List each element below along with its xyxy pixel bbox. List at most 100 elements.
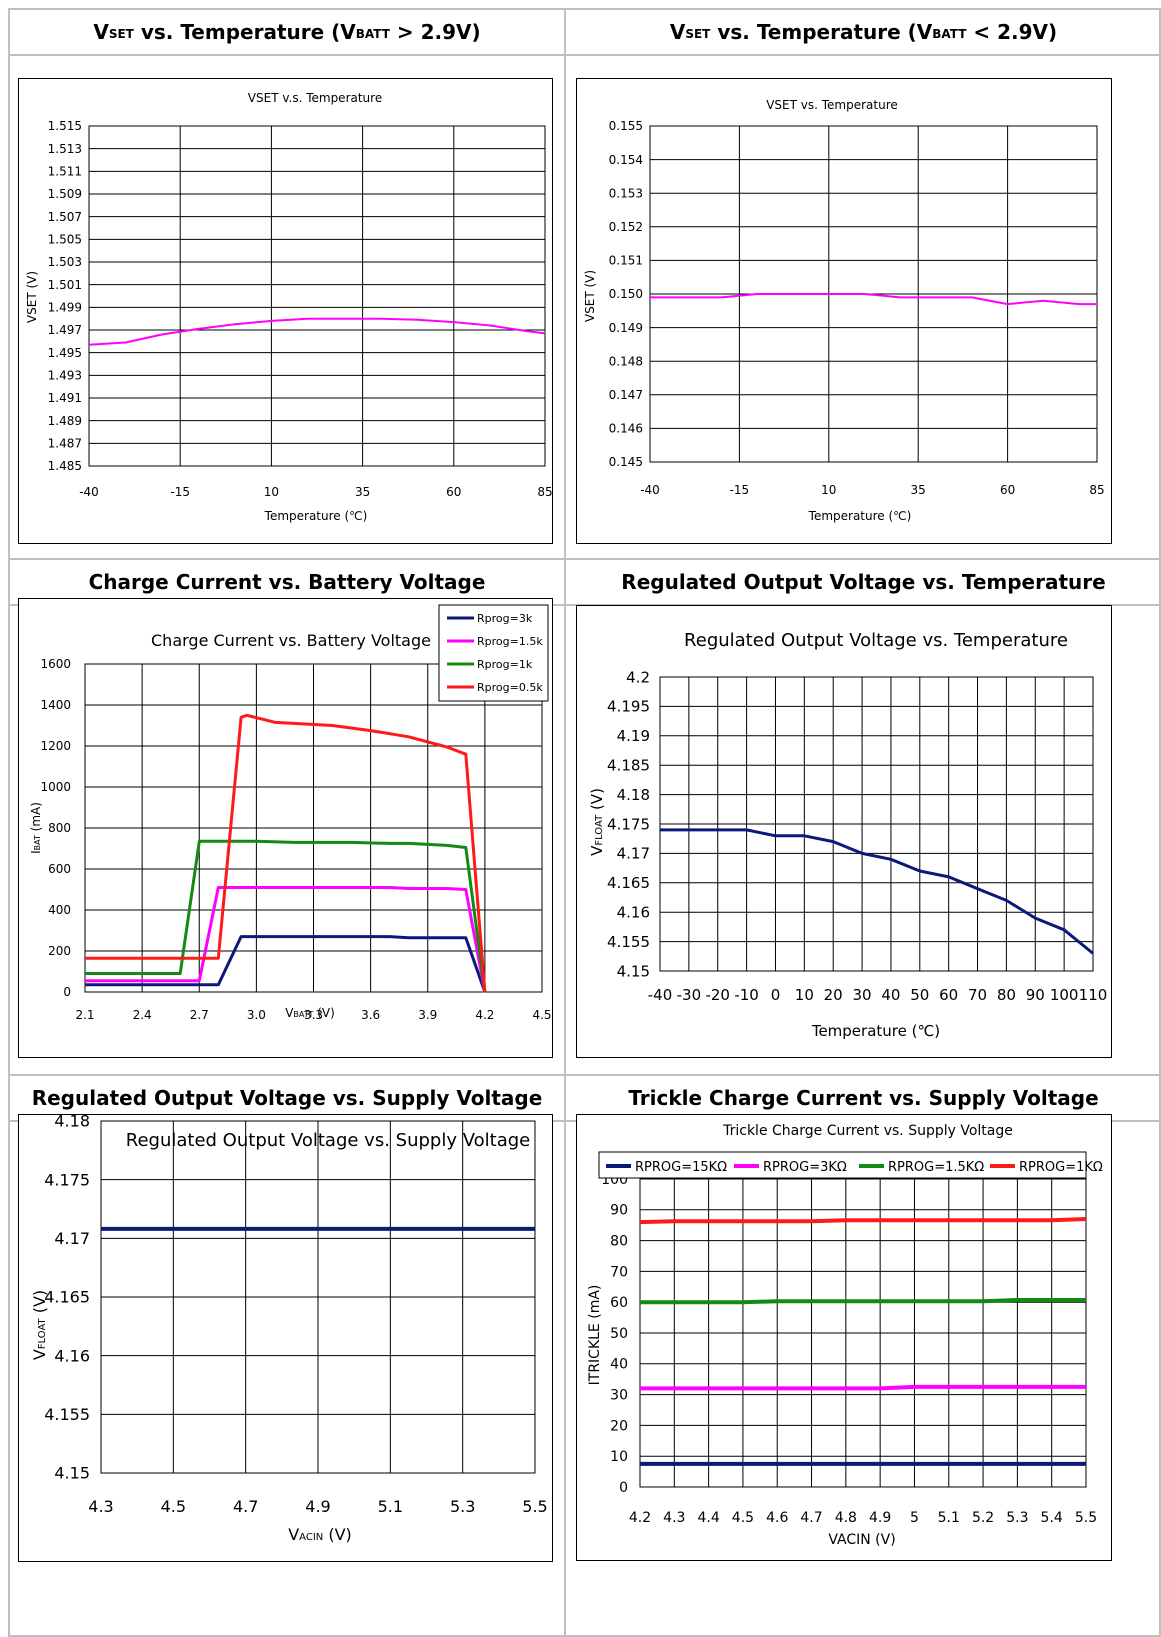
x-tick-label: 5.1 [378, 1497, 403, 1516]
y-tick-label: 80 [610, 1234, 628, 1250]
legend-label: Rprog=1.5k [477, 635, 543, 648]
chart-3: 2.1 2.4 2.7 3.0 3.3 3.6 3.9 4.2 4.5 0 200 400 600 800… [29, 631, 552, 1022]
x-tick-label: 35 [911, 483, 926, 497]
x-tick-label: 4.2 [629, 1510, 651, 1526]
y-tick-label: 4.15 [617, 962, 650, 980]
x-axis-label-sub: BATT [293, 1010, 313, 1019]
y-tick-label: 4.175 [44, 1170, 90, 1189]
x-tick-label: 4.5 [532, 1008, 551, 1022]
chart-title: VSET vs. Temperature [766, 98, 898, 112]
x-tick-label: -40 [79, 485, 99, 499]
y-tick-label: 1.495 [48, 346, 82, 360]
x-tick-label: 4.3 [88, 1497, 113, 1516]
y-tick-label: 4.165 [44, 1288, 90, 1307]
y-tick-label: 4.17 [617, 845, 650, 863]
y-axis-label-group: VSET (V) [583, 270, 597, 322]
x-tick-label: -15 [170, 485, 190, 499]
x-tick-label: 4.8 [835, 1510, 857, 1526]
x-tick-label: 5.2 [972, 1510, 994, 1526]
legend-trickle: RPROG=15KΩ RPROG=3KΩ RPROG=1.5KΩ RPROG=1KΩ [598, 1151, 1103, 1179]
x-tick-label: 85 [1089, 483, 1104, 497]
y-axis-label-group: VFLOAT (V) [588, 788, 606, 856]
legend-box [438, 604, 549, 702]
y-tick-label: 1400 [40, 698, 71, 712]
chart-6: 4.2 4.3 4.4 4.5 4.6 4.7 4.8 4.9 5 5.1 5.2 5.3 5.4 5.5… [587, 1123, 1097, 1548]
y-tick-label: 0.147 [609, 388, 643, 402]
y-tick-label: 60 [610, 1295, 628, 1311]
series-line-4 [640, 1217, 1087, 1225]
series-line-1 [85, 935, 487, 993]
y-tick-label: 1.511 [48, 165, 82, 179]
y-tick-label: 1.487 [48, 437, 82, 451]
y-axis-label: VSET (V) [25, 271, 39, 323]
y-tick-label: 1.489 [48, 414, 82, 428]
x-tick-label: 35 [355, 485, 370, 499]
header-trickle: Trickle Charge Current vs. Supply Voltag… [628, 1086, 1099, 1110]
x-tick-label: -40 [640, 483, 660, 497]
y-axis-label-main: V [588, 845, 606, 856]
header-vset-high: V SET vs. Temperature (V BATT > 2.9V) [93, 20, 481, 44]
x-tick-label: 4.7 [800, 1510, 822, 1526]
y-tick-label: 1.497 [48, 323, 82, 337]
x-tick-label: 2.7 [190, 1008, 209, 1022]
x-tick-label: 90 [1026, 986, 1045, 1004]
series-line-3 [85, 839, 487, 993]
y-tick-label: 4.16 [54, 1346, 90, 1365]
x-tick-label: 80 [997, 986, 1016, 1004]
chart-title: Regulated Output Voltage vs. Temperature [684, 630, 1068, 651]
y-tick-label: 0.149 [609, 321, 643, 335]
x-tick-label: 4.4 [697, 1510, 719, 1526]
y-tick-label: 1.509 [48, 187, 82, 201]
y-axis-label-group: ITRICKLE (mA) [587, 1285, 603, 1386]
chart-2: -40 -15 10 35 60 85 0.145 0.146 0.147 0.148 0.149 0… [583, 98, 1105, 523]
y-axis-label-sub: FLOAT [594, 814, 605, 846]
x-tick-label: 5.5 [1075, 1510, 1097, 1526]
x-tick-label: 10 [821, 483, 836, 497]
x-axis-label: Temperature (℃) [811, 1022, 940, 1040]
y-tick-label: 20 [610, 1418, 628, 1434]
y-tick-label: 4.165 [607, 874, 650, 892]
x-tick-label: -10 [734, 986, 759, 1004]
x-tick-label: 3.3 [304, 1008, 323, 1022]
series-line-4 [85, 713, 487, 993]
x-tick-label: 20 [824, 986, 843, 1004]
header-vfloat-supply: Regulated Output Voltage vs. Supply Volt… [31, 1086, 543, 1110]
y-tick-label: 0.153 [609, 186, 643, 200]
legend-label: Rprog=1k [477, 658, 533, 671]
y-axis-label: VFLOAT (V) [30, 1290, 49, 1360]
y-axis-label: VSET (V) [583, 270, 597, 322]
y-tick-label: 4.15 [54, 1464, 90, 1483]
y-tick-label: 10 [610, 1449, 628, 1465]
series-line-2 [85, 886, 487, 993]
x-tick-label: 85 [537, 485, 552, 499]
x-tick-label: 5.4 [1041, 1510, 1063, 1526]
x-tick-label: 3.6 [361, 1008, 380, 1022]
x-tick-label: 5 [910, 1510, 919, 1526]
y-tick-label: 4.195 [607, 698, 650, 716]
y-tick-label: 4.18 [617, 786, 650, 804]
x-tick-label: 100 [1050, 986, 1079, 1004]
x-axis-label-unit: (V) [323, 1525, 352, 1544]
y-axis-label-group: VSET (V) [25, 271, 39, 323]
x-tick-label: 2.4 [133, 1008, 152, 1022]
y-axis-label-main: I [29, 850, 43, 854]
x-tick-label: 70 [968, 986, 987, 1004]
y-axis-label-unit: (V) [588, 788, 606, 815]
y-tick-label: 0.148 [609, 354, 643, 368]
series-line-3 [640, 1298, 1086, 1305]
y-tick-label: 0.145 [609, 455, 643, 469]
y-tick-label: 50 [610, 1326, 628, 1342]
y-tick-label: 200 [48, 944, 71, 958]
chart-title: Trickle Charge Current vs. Supply Voltag… [722, 1123, 1013, 1139]
x-tick-label: 4.7 [233, 1497, 258, 1516]
header-vset-low: V SET vs. Temperature (V BATT < 2.9V) [669, 20, 1058, 44]
x-tick-label: 4.3 [663, 1510, 685, 1526]
y-tick-label: 400 [48, 903, 71, 917]
x-axis-label: VBATT (V) [285, 1006, 335, 1020]
x-tick-label: 5.3 [450, 1497, 475, 1516]
series-line-2 [640, 1384, 1086, 1391]
y-tick-label: 1200 [40, 739, 71, 753]
y-tick-label: 0 [619, 1480, 628, 1496]
y-axis-label: IBAT (mA) [29, 802, 43, 854]
